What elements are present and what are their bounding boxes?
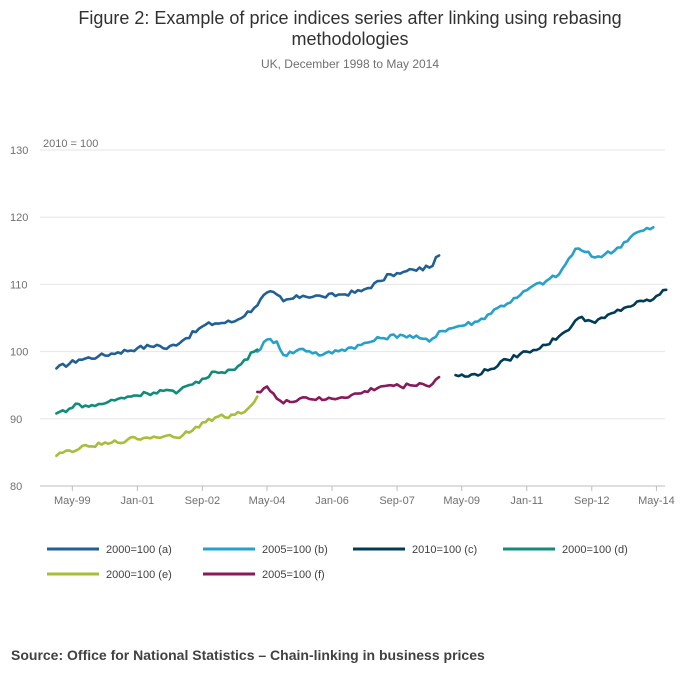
legend-label-5: 2000=100 (e): [106, 569, 172, 581]
legend: 2000=100 (a) 2005=100 (b) 2010=100 (c) 2000…: [47, 544, 628, 581]
unit-label: 2010 = 100: [43, 138, 98, 150]
gridlines: [40, 149, 665, 487]
x-tick-label: May-04: [249, 495, 286, 507]
chart-title: Figure 2: Example of price indices serie…: [78, 8, 622, 49]
y-tick-label: 130: [10, 145, 28, 157]
x-axis: May-99 Jan-01 Sep-02 May-04 Jan-06 Sep-07 May-…: [54, 486, 675, 507]
series-lines: [55, 226, 668, 458]
y-tick-label: 90: [10, 414, 22, 426]
x-tick-label: Jan-11: [510, 495, 543, 507]
y-axis-ticks: 80 90 100 110 120 130: [10, 145, 28, 493]
series-line-6: [256, 375, 441, 405]
legend-label-2: 2005=100 (b): [262, 544, 328, 556]
series-line-1: [55, 254, 441, 370]
x-tick-label: Sep-07: [379, 495, 414, 507]
y-tick-label: 110: [10, 279, 28, 291]
series-line-5: [55, 395, 259, 458]
legend-label-6: 2005=100 (f): [262, 569, 325, 581]
y-tick-label: 100: [10, 347, 28, 359]
y-tick-label: 80: [10, 481, 22, 493]
series-line-2: [256, 226, 655, 358]
source-note: Source: Office for National Statistics –…: [11, 647, 485, 663]
x-tick-label: Jan-06: [315, 495, 349, 507]
series-line-3: [454, 288, 668, 378]
y-tick-label: 120: [10, 212, 28, 224]
x-tick-label: Sep-12: [574, 495, 609, 507]
x-tick-label: Sep-02: [185, 495, 220, 507]
x-tick-label: May-14: [638, 495, 675, 507]
series-line-4: [55, 348, 259, 415]
x-tick-label: May-99: [54, 495, 91, 507]
legend-label-4: 2000=100 (d): [562, 544, 628, 556]
legend-label-3: 2010=100 (c): [412, 544, 477, 556]
chart-subtitle: UK, December 1998 to May 2014: [260, 57, 440, 71]
legend-label-1: 2000=100 (a): [106, 544, 172, 556]
x-tick-label: May-09: [443, 495, 480, 507]
x-tick-label: Jan-01: [121, 495, 155, 507]
